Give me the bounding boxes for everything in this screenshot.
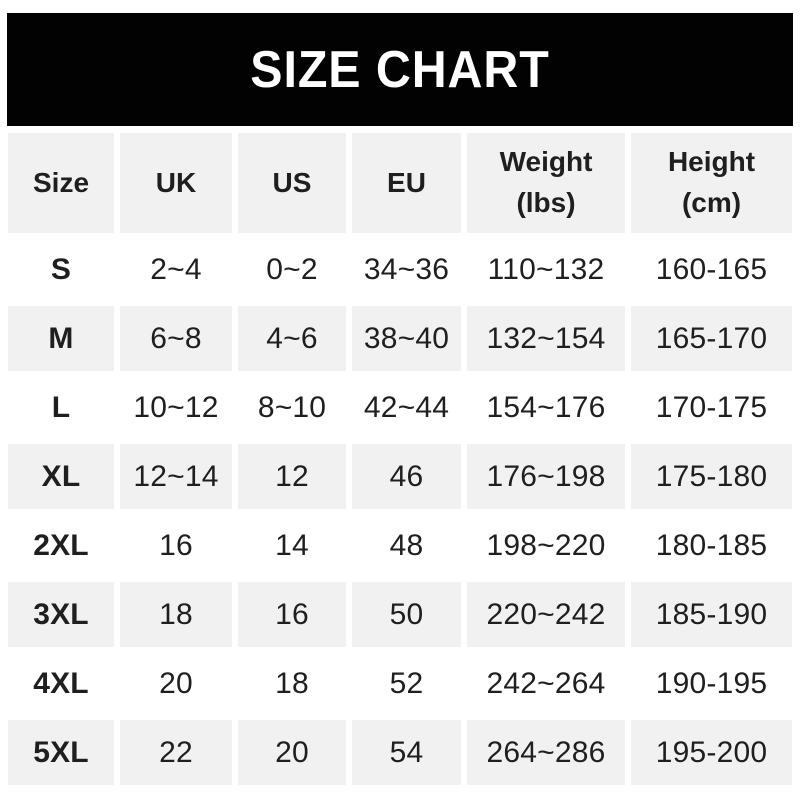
us-cell: 4~6 bbox=[238, 306, 346, 371]
size-cell: L bbox=[8, 375, 114, 440]
column-header-size: Size bbox=[8, 133, 114, 233]
table-row-5xl: 5XL 22 20 54 264~286 195-200 bbox=[8, 720, 792, 785]
uk-cell: 10~12 bbox=[120, 375, 232, 440]
column-header-uk: UK bbox=[120, 133, 232, 233]
height-cell: 185-190 bbox=[631, 582, 792, 647]
weight-cell: 242~264 bbox=[467, 651, 625, 716]
uk-cell: 6~8 bbox=[120, 306, 232, 371]
uk-cell: 12~14 bbox=[120, 444, 232, 509]
page-title: SIZE CHART bbox=[250, 40, 550, 99]
size-cell: 3XL bbox=[8, 582, 114, 647]
eu-cell: 54 bbox=[352, 720, 461, 785]
height-cell: 195-200 bbox=[631, 720, 792, 785]
height-cell: 190-195 bbox=[631, 651, 792, 716]
height-cell: 180-185 bbox=[631, 513, 792, 578]
height-cell: 170-175 bbox=[631, 375, 792, 440]
eu-cell: 38~40 bbox=[352, 306, 461, 371]
us-cell: 14 bbox=[238, 513, 346, 578]
size-cell: 4XL bbox=[8, 651, 114, 716]
table-row-3xl: 3XL 18 16 50 220~242 185-190 bbox=[8, 582, 792, 647]
weight-cell: 110~132 bbox=[467, 237, 625, 302]
us-cell: 16 bbox=[238, 582, 346, 647]
uk-cell: 22 bbox=[120, 720, 232, 785]
header-row: Size UK US EU Weight (lbs) Height (cm) bbox=[8, 133, 792, 233]
size-chart-table: Size UK US EU Weight (lbs) Height (cm) S… bbox=[2, 129, 798, 789]
eu-cell: 50 bbox=[352, 582, 461, 647]
weight-cell: 220~242 bbox=[467, 582, 625, 647]
us-cell: 18 bbox=[238, 651, 346, 716]
uk-cell: 2~4 bbox=[120, 237, 232, 302]
height-cell: 175-180 bbox=[631, 444, 792, 509]
table-row-l: L 10~12 8~10 42~44 154~176 170-175 bbox=[8, 375, 792, 440]
column-header-us: US bbox=[238, 133, 346, 233]
table-row-4xl: 4XL 20 18 52 242~264 190-195 bbox=[8, 651, 792, 716]
size-cell: 5XL bbox=[8, 720, 114, 785]
size-cell: M bbox=[8, 306, 114, 371]
eu-cell: 48 bbox=[352, 513, 461, 578]
table-row-m: M 6~8 4~6 38~40 132~154 165-170 bbox=[8, 306, 792, 371]
weight-cell: 264~286 bbox=[467, 720, 625, 785]
eu-cell: 42~44 bbox=[352, 375, 461, 440]
weight-cell: 198~220 bbox=[467, 513, 625, 578]
height-cell: 165-170 bbox=[631, 306, 792, 371]
us-cell: 8~10 bbox=[238, 375, 346, 440]
table-row-2xl: 2XL 16 14 48 198~220 180-185 bbox=[8, 513, 792, 578]
table-row-s: S 2~4 0~2 34~36 110~132 160-165 bbox=[8, 237, 792, 302]
uk-cell: 16 bbox=[120, 513, 232, 578]
weight-cell: 132~154 bbox=[467, 306, 625, 371]
us-cell: 20 bbox=[238, 720, 346, 785]
size-chart-banner: SIZE CHART bbox=[7, 13, 793, 126]
us-cell: 0~2 bbox=[238, 237, 346, 302]
size-cell: 2XL bbox=[8, 513, 114, 578]
column-header-height: Height (cm) bbox=[631, 133, 792, 233]
size-cell: S bbox=[8, 237, 114, 302]
eu-cell: 52 bbox=[352, 651, 461, 716]
size-cell: XL bbox=[8, 444, 114, 509]
table-row-xl: XL 12~14 12 46 176~198 175-180 bbox=[8, 444, 792, 509]
us-cell: 12 bbox=[238, 444, 346, 509]
eu-cell: 34~36 bbox=[352, 237, 461, 302]
uk-cell: 20 bbox=[120, 651, 232, 716]
column-header-weight: Weight (lbs) bbox=[467, 133, 625, 233]
weight-cell: 154~176 bbox=[467, 375, 625, 440]
weight-cell: 176~198 bbox=[467, 444, 625, 509]
height-cell: 160-165 bbox=[631, 237, 792, 302]
eu-cell: 46 bbox=[352, 444, 461, 509]
uk-cell: 18 bbox=[120, 582, 232, 647]
column-header-eu: EU bbox=[352, 133, 461, 233]
